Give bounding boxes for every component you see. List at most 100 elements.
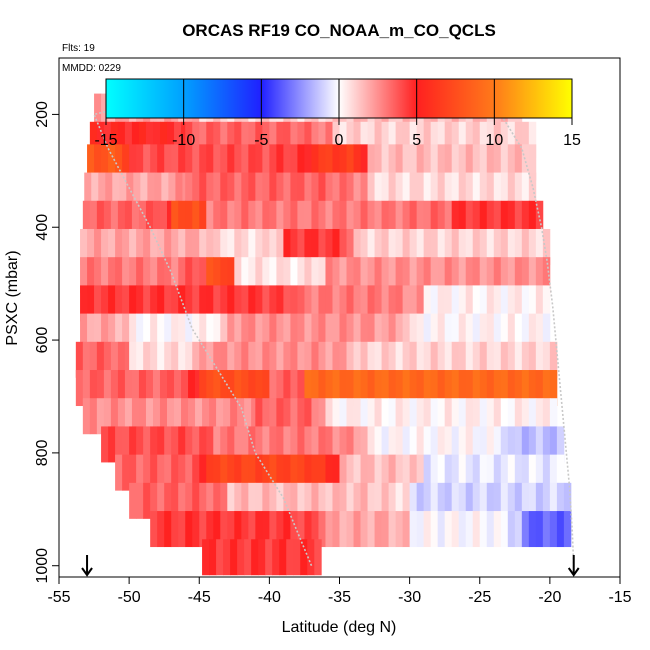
heatmap-cell xyxy=(108,144,116,181)
heatmap-cell xyxy=(360,426,368,463)
heatmap-cell xyxy=(166,370,175,407)
heatmap-cell xyxy=(416,200,425,237)
heatmap-cell xyxy=(500,313,509,350)
heatmap-cell xyxy=(290,454,298,491)
heatmap-cell xyxy=(227,228,235,265)
heatmap-cell xyxy=(444,144,453,181)
heatmap-cell xyxy=(199,257,207,294)
heatmap-cell xyxy=(430,313,439,350)
heatmap-cell xyxy=(283,257,291,294)
heatmap-cell xyxy=(465,370,474,407)
heatmap-cell xyxy=(367,200,375,237)
heatmap-cell xyxy=(528,398,537,435)
heatmap-cell xyxy=(152,370,161,407)
heatmap-cell xyxy=(171,285,179,322)
heatmap-cell xyxy=(164,426,172,463)
heatmap-cell xyxy=(297,172,305,209)
heatmap-cell xyxy=(311,426,319,463)
heatmap-cell xyxy=(402,426,411,463)
heatmap-cell xyxy=(234,200,242,237)
heatmap-cell xyxy=(416,370,425,407)
heatmap-cell xyxy=(458,313,467,350)
heatmap-cell xyxy=(346,200,354,237)
heatmap-cell xyxy=(528,313,537,350)
heatmap-cell xyxy=(360,313,368,350)
heatmap-cell xyxy=(143,426,151,463)
heatmap-cell xyxy=(199,200,207,237)
heatmap-cell xyxy=(213,121,221,158)
heatmap-cell xyxy=(206,172,214,209)
heatmap-cell xyxy=(549,426,558,463)
heatmap-cell xyxy=(318,454,326,491)
heatmap-cell xyxy=(131,200,140,237)
heatmap-cell xyxy=(82,398,91,435)
heatmap-cell xyxy=(152,200,161,237)
heatmap-cell xyxy=(500,482,509,519)
heatmap-cell xyxy=(479,285,488,322)
heatmap-cell xyxy=(423,511,432,548)
heatmap-cell xyxy=(479,200,488,237)
heatmap-cell xyxy=(234,144,242,181)
heatmap-cell xyxy=(437,285,446,322)
heatmap-cells xyxy=(75,93,572,576)
heatmap-cell xyxy=(209,398,217,435)
heatmap-cell xyxy=(185,172,193,209)
heatmap-cell xyxy=(353,172,361,209)
heatmap-cell xyxy=(416,121,425,158)
heatmap-cell xyxy=(416,426,425,463)
heatmap-cell xyxy=(131,370,140,407)
heatmap-cell xyxy=(381,454,389,491)
heatmap-cell xyxy=(213,257,221,294)
y-tick-label: 400 xyxy=(34,214,51,241)
heatmap-cell xyxy=(451,285,460,322)
heatmap-cell xyxy=(164,511,172,548)
heatmap-cell xyxy=(451,454,460,491)
heatmap-cell xyxy=(563,511,572,548)
heatmap-cell xyxy=(297,341,305,378)
heatmap-cell xyxy=(332,144,340,181)
heatmap-cell xyxy=(101,426,109,463)
colorbar-tick-label: -5 xyxy=(254,132,268,149)
heatmap-cell xyxy=(199,228,207,265)
heatmap-cell xyxy=(234,228,242,265)
heatmap-cell xyxy=(297,200,305,237)
heatmap-cell xyxy=(451,313,460,350)
heatmap-cell xyxy=(213,426,221,463)
heatmap-cell xyxy=(493,121,502,158)
heatmap-cell xyxy=(192,426,200,463)
heatmap-cell xyxy=(514,200,523,237)
heatmap-cell xyxy=(437,200,446,237)
heatmap-cell xyxy=(293,539,301,576)
heatmap-cell xyxy=(248,285,256,322)
heatmap-cell xyxy=(514,454,523,491)
heatmap-cell xyxy=(185,426,193,463)
heatmap-cell xyxy=(206,511,214,548)
heatmap-cell xyxy=(101,144,109,181)
heatmap-cell xyxy=(325,257,333,294)
heatmap-cell xyxy=(458,426,467,463)
heatmap-cell xyxy=(458,511,467,548)
heatmap-cell xyxy=(248,200,256,237)
heatmap-cell xyxy=(360,200,368,237)
heatmap-cell xyxy=(521,285,530,322)
heatmap-cell xyxy=(486,482,495,519)
heatmap-cell xyxy=(297,426,305,463)
heatmap-cell xyxy=(318,285,326,322)
heatmap-cell xyxy=(423,144,432,181)
heatmap-cell xyxy=(542,454,551,491)
heatmap-cell xyxy=(465,172,474,209)
heatmap-cell xyxy=(126,172,134,209)
x-tick-label: -30 xyxy=(398,589,421,606)
heatmap-cell xyxy=(535,370,544,407)
heatmap-cell xyxy=(346,426,354,463)
heatmap-cell xyxy=(171,426,179,463)
heatmap-cell xyxy=(178,200,186,237)
heatmap-cell xyxy=(493,511,502,548)
heatmap-cell xyxy=(535,511,544,548)
heatmap-cell xyxy=(304,121,312,158)
heatmap-cell xyxy=(318,398,326,435)
heatmap-cell xyxy=(332,285,340,322)
heatmap-cell xyxy=(262,228,270,265)
heatmap-cell xyxy=(325,144,333,181)
heatmap-cell xyxy=(493,200,502,237)
